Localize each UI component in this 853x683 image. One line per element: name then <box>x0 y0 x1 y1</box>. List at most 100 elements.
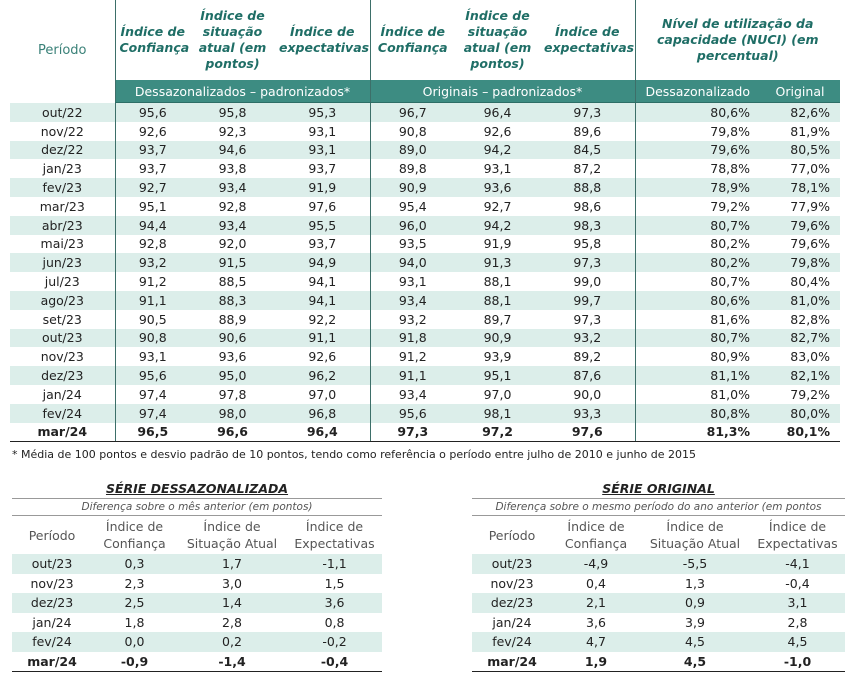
value-cell: 94,4 <box>114 215 190 235</box>
value-cell: 91,3 <box>455 253 540 273</box>
value-cell: 0,8 <box>324 614 345 630</box>
data-row: mar/24 96,5 96,6 96,4 97,3 97,2 97,6 81,3% 80,1% <box>10 422 841 443</box>
value-cell: 93,7 <box>308 161 337 177</box>
value-cell: 2,1 <box>552 593 640 613</box>
data-row: out/23 -4,9 -5,5 -4,1 <box>472 554 845 574</box>
header-cell: Índice de expectativas <box>544 24 635 55</box>
header-cell: Índice de Confiança <box>369 0 455 80</box>
period-cell: mar/24 <box>472 651 552 672</box>
value-cell: 77,0% <box>790 161 831 177</box>
value-cell: 97,4 <box>114 384 190 404</box>
value-cell: 80,7% <box>634 215 760 235</box>
value-cell: -1,0 <box>750 651 845 672</box>
data-row: out/23 0,3 1,7 -1,1 <box>12 554 383 574</box>
period-cell: dez/23 <box>10 366 115 385</box>
value-cell: 3,6 <box>287 593 383 613</box>
group-cell: Originais – padronizados* <box>369 80 635 103</box>
period-cell: fev/24 <box>12 632 92 652</box>
value-cell: 1,9 <box>552 651 640 672</box>
period-cell: fev/23 <box>10 178 115 197</box>
header-cell: Índice de expectativas <box>279 24 370 55</box>
value-cell: 81,0% <box>760 290 841 310</box>
value-cell: 96,5 <box>114 422 190 443</box>
data-row: nov/22 92,6 92,3 93,1 90,8 92,6 89,6 79,8% 81,9% <box>10 121 840 141</box>
value-cell: 80,2% <box>634 234 760 254</box>
value-cell: 98,0 <box>190 403 275 423</box>
value-cell: 97,2 <box>455 422 540 443</box>
value-cell: 94,1 <box>308 274 337 290</box>
table-title: SÉRIE ORIGINAL <box>602 480 715 496</box>
value-cell: 84,5 <box>540 140 635 160</box>
data-row: fev/24 0,0 0,2 -0,2 <box>12 632 383 652</box>
value-cell: 2,8 <box>222 614 242 630</box>
value-cell: 3,6 <box>586 614 606 630</box>
table-subtitle: Diferença sobre o mesmo período do ano a… <box>472 498 845 516</box>
value-cell: 3,1 <box>750 593 845 613</box>
data-row: jan/24 3,6 3,9 2,8 <box>472 613 845 633</box>
value-cell: 82,8% <box>790 311 831 327</box>
value-cell: 89,2 <box>573 349 602 365</box>
value-cell: 81,6% <box>634 309 760 329</box>
value-cell: -0,9 <box>92 651 177 672</box>
value-cell: 97,6 <box>308 198 337 214</box>
value-cell: 95,5 <box>275 215 370 235</box>
value-cell: 1,5 <box>324 575 345 591</box>
header-row: Período Índice de Confiança Índice de Situ… <box>12 516 382 555</box>
value-cell: 78,1% <box>760 178 841 197</box>
value-cell: 80,2% <box>634 253 760 273</box>
value-cell: 82,1% <box>760 366 841 385</box>
group-cell: Original <box>760 80 841 103</box>
value-cell: 80,1% <box>760 422 841 443</box>
value-cell: 88,1 <box>483 274 512 290</box>
data-row: set/23 90,5 88,9 92,2 93,2 89,7 97,3 81,6% 82,8% <box>10 309 840 329</box>
value-cell: -4,1 <box>750 554 845 574</box>
value-cell: 80,4% <box>790 274 831 290</box>
value-cell: 92,7 <box>114 178 190 197</box>
data-row: fev/23 92,7 93,4 91,9 90,9 93,6 88,8 78,9% 78,1% <box>10 178 841 197</box>
table-original: SÉRIE ORIGINAL Diferença sobre o mesmo pe… <box>472 478 845 672</box>
value-cell: -1,4 <box>177 651 287 672</box>
period-cell: nov/22 <box>40 123 84 139</box>
period-cell: dez/23 <box>12 593 92 613</box>
value-cell: 96,4 <box>455 102 540 122</box>
value-cell: 2,8 <box>787 614 808 630</box>
value-cell: 92,3 <box>218 123 247 139</box>
value-cell: 0,0 <box>92 632 177 652</box>
period-cell: mar/24 <box>12 651 92 672</box>
header-cell: Período <box>28 527 76 543</box>
value-cell: 91,1 <box>275 328 370 348</box>
data-row: out/23 90,8 90,6 91,1 91,8 90,9 93,2 80,7% 82,7% <box>10 328 841 348</box>
value-cell: 93,9 <box>483 349 512 365</box>
value-cell: 93,4 <box>190 215 275 235</box>
period-cell: nov/23 <box>30 575 74 591</box>
subtitle-row: Diferença sobre o mesmo período do ano a… <box>472 498 845 516</box>
period-cell: out/23 <box>12 554 92 574</box>
value-cell: 90,8 <box>369 121 455 141</box>
data-row: dez/23 2,1 0,9 3,1 <box>472 593 845 613</box>
value-cell: 93,7 <box>114 140 190 160</box>
value-cell: 2,5 <box>92 593 177 613</box>
value-cell: 2,3 <box>124 575 145 591</box>
value-cell: 93,4 <box>369 290 455 310</box>
header-row: Período Índice de Confiança Índice de situ… <box>10 0 841 80</box>
value-cell: 79,6% <box>760 215 841 235</box>
value-cell: 4,7 <box>552 632 640 652</box>
value-cell: 91,8 <box>369 328 455 348</box>
group-row: Dessazonalizados – padronizados* Originai… <box>10 80 841 103</box>
value-cell: 95,6 <box>114 102 190 122</box>
header-cell: Índice de Situação Atual <box>186 519 278 551</box>
header-cell: Período <box>38 43 87 59</box>
data-row: dez/22 93,7 94,6 93,1 89,0 94,2 84,5 79,6% 80,5% <box>10 140 841 160</box>
period-cell: mar/24 <box>10 422 115 443</box>
value-cell: 78,8% <box>634 159 760 179</box>
data-row: dez/23 95,6 95,0 96,2 91,1 95,1 87,6 81,1% 82,1% <box>10 366 841 385</box>
data-row: nov/23 93,1 93,6 92,6 91,2 93,9 89,2 80,9% 83,0% <box>10 347 840 367</box>
period-cell: nov/23 <box>490 575 534 591</box>
value-cell: 95,3 <box>275 102 370 122</box>
header-cell: Índice de Situação Atual <box>649 519 741 551</box>
value-cell: 93,1 <box>114 347 190 367</box>
value-cell: 77,9% <box>790 198 831 214</box>
value-cell: 89,7 <box>483 311 512 327</box>
header-cell: Período <box>488 527 536 543</box>
value-cell: 80,0% <box>760 403 841 423</box>
